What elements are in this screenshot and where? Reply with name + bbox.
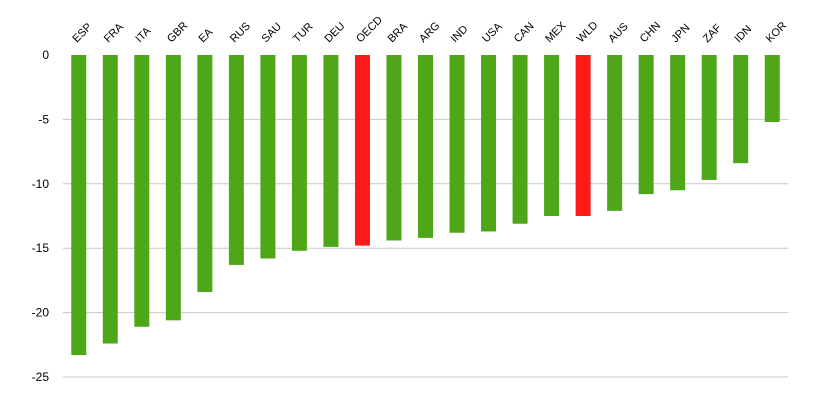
x-tick-label: ITA [133,25,153,45]
bar-rus [228,55,244,265]
x-tick-label: OECD [354,14,385,45]
x-tick-label: TUR [291,21,316,46]
bar-chn [638,55,654,195]
x-tick-label: BRA [386,20,411,45]
x-tick-label: SAU [260,21,285,46]
bar-ita [134,55,150,327]
x-tick-label: RUS [228,20,253,45]
bar-ea [197,55,213,292]
bars [71,55,780,356]
bar-aus [607,55,623,211]
x-tick-label: CAN [512,20,537,45]
bar-usa [481,55,497,232]
x-tick-label: MEX [543,19,569,45]
x-tick-label: ARG [417,20,442,45]
bar-can [512,55,528,224]
x-tick-label: ZAF [701,22,724,45]
x-tick-label: CHN [638,20,663,45]
x-tick-label: JPN [669,22,692,45]
gridlines [63,118,788,378]
x-tick-label: WLD [575,19,601,45]
x-tick-label: ESP [70,21,94,45]
bar-arg [418,55,433,238]
x-tick-label: IDN [732,23,754,45]
bar-kor [764,55,780,122]
bar-tur [291,55,307,251]
y-tick-label: -10 [32,177,50,191]
bar-fra [102,55,118,344]
bar-mex [544,55,560,216]
x-tick-label: IND [449,23,471,45]
bar-deu [323,55,339,247]
x-tick-label: DEU [323,20,348,45]
bar-wld [575,55,591,216]
bar-ind [449,55,465,233]
x-tick-label: AUS [606,21,630,45]
x-axis-category-labels: ESP FRA ITA GBR EA RUS SAU TUR DEU OECD BRA ARG IND U… [70,14,789,45]
bar-esp [71,55,87,356]
bar-sau [260,55,276,259]
y-tick-label: -5 [38,112,49,126]
bar-gbr [165,55,181,321]
y-axis-tick-labels: 0 -5 -10 -15 -20 -25 [32,48,50,384]
y-tick-label: -25 [32,370,50,384]
y-tick-label: 0 [42,48,49,62]
x-tick-label: USA [480,20,505,45]
bar-zaf [701,55,717,180]
bar-jpn [670,55,686,191]
y-tick-label: -20 [32,306,50,320]
x-tick-label: GBR [165,20,190,45]
x-tick-label: KOR [764,20,789,45]
x-tick-label: FRA [102,21,127,46]
bar-oecd [354,55,370,246]
y-tick-label: -15 [32,241,50,255]
x-tick-label: EA [196,26,215,45]
bar-idn [733,55,749,164]
bar-bra [386,55,402,241]
